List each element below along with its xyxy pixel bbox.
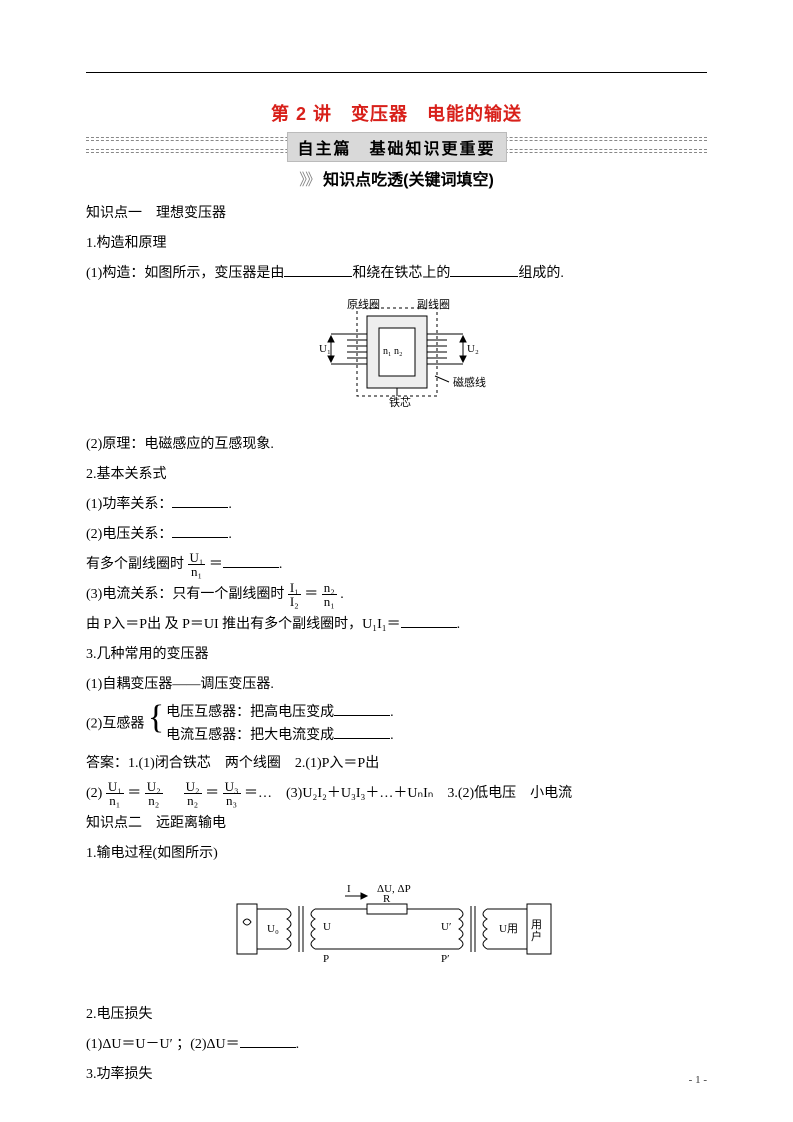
fill-blank[interactable] bbox=[172, 523, 228, 538]
content-body: 知识点一 理想变压器 1.构造和原理 (1)构造：如图所示，变压器是由 和绕在铁芯… bbox=[86, 200, 707, 1089]
kp2-s1: 1.输电过程(如图所示) bbox=[86, 840, 707, 868]
kp1-s3: 3.几种常用的变压器 bbox=[86, 641, 707, 669]
kp2-s3: 3.功率损失 bbox=[86, 1061, 707, 1089]
transmission-figure: I ΔU, ΔP R U₀ U P U′ P′ U用 用 户 bbox=[86, 874, 707, 995]
fill-blank[interactable] bbox=[284, 262, 352, 277]
svg-text:U: U bbox=[323, 921, 331, 933]
brace-icon: { bbox=[148, 701, 166, 748]
kp1-s3-2: (2)互感器 { 电压互感器：把高电压变成. 电流互感器：把大电流变成. bbox=[86, 701, 707, 748]
kp2-heading: 知识点二 远距离输电 bbox=[86, 810, 707, 838]
svg-text:铁芯: 铁芯 bbox=[389, 395, 411, 409]
svg-text:I: I bbox=[347, 883, 351, 895]
page-number: - 1 - bbox=[689, 1074, 707, 1086]
fill-blank[interactable] bbox=[401, 613, 457, 628]
svg-text:U′: U′ bbox=[441, 921, 451, 933]
sub-banner: 》》知识点吃透(关键词填空) bbox=[86, 166, 707, 190]
kp1-s1-1: (1)构造：如图所示，变压器是由 和绕在铁芯上的 组成的. bbox=[86, 260, 707, 288]
fill-blank[interactable] bbox=[172, 493, 228, 508]
banner-text: 自主篇 基础知识更重要 bbox=[286, 132, 506, 162]
fill-blank[interactable] bbox=[223, 553, 279, 568]
kp2-s2-line: (1)ΔU＝U－U′ ；(2)ΔU＝. bbox=[86, 1031, 707, 1059]
transformer-figure: 原线圈 副线圈 U₁ U₂ n₁ n₂ 磁感线 铁芯 bbox=[86, 294, 707, 425]
svg-text:户: 户 bbox=[531, 929, 542, 943]
page-title: 第 2 讲 变压器 电能的输送 bbox=[86, 100, 707, 126]
svg-text:磁感线: 磁感线 bbox=[453, 375, 486, 389]
text-fragment: 和绕在铁芯上的 bbox=[352, 266, 450, 281]
svg-text:U₁: U₁ bbox=[319, 343, 331, 355]
fill-blank[interactable] bbox=[334, 724, 390, 739]
fill-blank[interactable] bbox=[450, 262, 518, 277]
kp1-derive: 由 P入＝P出 及 P＝UI 推出有多个副线圈时，U₁I₁＝. bbox=[86, 611, 707, 639]
chevron-icon: 》》 bbox=[299, 172, 319, 189]
kp1-heading: 知识点一 理想变压器 bbox=[86, 200, 707, 228]
svg-text:用: 用 bbox=[531, 919, 542, 931]
svg-text:U₀: U₀ bbox=[267, 923, 279, 935]
fill-blank[interactable] bbox=[334, 701, 390, 716]
kp2-s2: 2.电压损失 bbox=[86, 1001, 707, 1029]
kp1-s2-3: (3)电流关系：只有一个副线圈时 I₁I₂ ＝ n₂n₁ . bbox=[86, 581, 707, 609]
kp1-s2-2: (2)电压关系：. bbox=[86, 521, 707, 549]
kp1-multi: 有多个副线圈时 U₁n₁ ＝. bbox=[86, 551, 707, 579]
answers-line2: (2) U₁n₁ ＝ U₂n₂ U₂n₂ ＝ U₃n₃ ＝… (3)U₂I₂＋U… bbox=[86, 780, 707, 808]
kp1-s2: 2.基本关系式 bbox=[86, 461, 707, 489]
kp1-s2-1: (1)功率关系：. bbox=[86, 491, 707, 519]
label-primary: 原线圈 bbox=[347, 297, 380, 311]
text-fragment: 组成的. bbox=[518, 266, 564, 281]
section-banner: 自主篇 基础知识更重要 bbox=[86, 132, 707, 162]
answers-line1: 答案：1.(1)闭合铁芯 两个线圈 2.(1)P入＝P出 bbox=[86, 750, 707, 778]
svg-text:U₂: U₂ bbox=[467, 343, 479, 355]
svg-text:P: P bbox=[323, 953, 329, 965]
svg-text:副线圈: 副线圈 bbox=[417, 297, 450, 311]
kp1-s3-1: (1)自耦变压器——调压变压器. bbox=[86, 671, 707, 699]
svg-text:U用: U用 bbox=[499, 923, 518, 935]
svg-text:n₁ n₂: n₁ n₂ bbox=[383, 346, 402, 357]
kp1-s1-2: (2)原理：电磁感应的互感现象. bbox=[86, 431, 707, 459]
svg-text:P′: P′ bbox=[441, 953, 450, 965]
text-fragment: (1)构造：如图所示，变压器是由 bbox=[86, 266, 284, 281]
kp1-s1: 1.构造和原理 bbox=[86, 230, 707, 258]
svg-text:R: R bbox=[383, 893, 391, 905]
subbanner-text: 知识点吃透(关键词填空) bbox=[323, 172, 494, 189]
fill-blank[interactable] bbox=[240, 1033, 296, 1048]
